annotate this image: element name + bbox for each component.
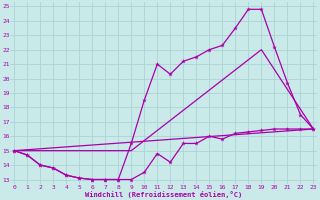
- X-axis label: Windchill (Refroidissement éolien,°C): Windchill (Refroidissement éolien,°C): [85, 191, 243, 198]
